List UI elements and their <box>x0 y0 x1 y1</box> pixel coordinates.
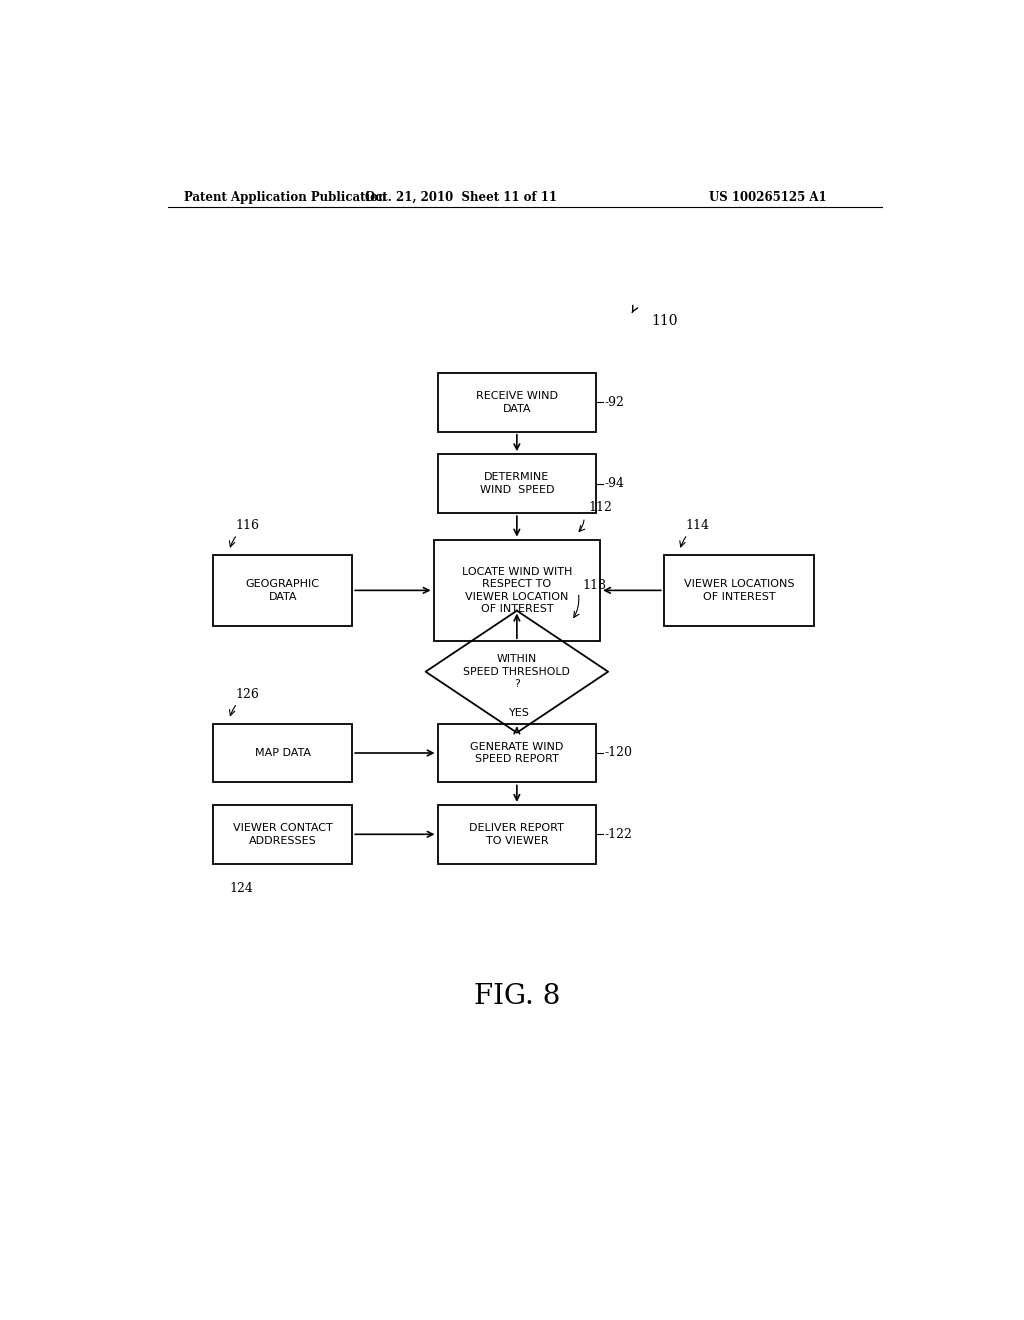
Text: GEOGRAPHIC
DATA: GEOGRAPHIC DATA <box>246 579 319 602</box>
Text: -120: -120 <box>605 747 633 759</box>
Text: DETERMINE
WIND  SPEED: DETERMINE WIND SPEED <box>479 473 554 495</box>
Bar <box>433 540 600 642</box>
Text: 114: 114 <box>686 520 710 532</box>
Bar <box>213 805 352 863</box>
Bar <box>437 723 596 783</box>
Text: -122: -122 <box>605 828 633 841</box>
Text: 118: 118 <box>583 579 606 593</box>
Bar <box>213 554 352 626</box>
Bar <box>437 805 596 863</box>
Text: 112: 112 <box>588 502 612 515</box>
Text: LOCATE WIND WITH
RESPECT TO
VIEWER LOCATION
OF INTEREST: LOCATE WIND WITH RESPECT TO VIEWER LOCAT… <box>462 566 572 614</box>
Bar <box>664 554 814 626</box>
Text: Patent Application Publication: Patent Application Publication <box>183 190 386 203</box>
Text: US 100265125 A1: US 100265125 A1 <box>709 190 826 203</box>
Text: VIEWER CONTACT
ADDRESSES: VIEWER CONTACT ADDRESSES <box>232 824 333 846</box>
Text: 124: 124 <box>229 882 253 895</box>
Text: Oct. 21, 2010  Sheet 11 of 11: Oct. 21, 2010 Sheet 11 of 11 <box>366 190 557 203</box>
Text: 110: 110 <box>652 314 678 329</box>
Text: GENERATE WIND
SPEED REPORT: GENERATE WIND SPEED REPORT <box>470 742 563 764</box>
Bar <box>437 372 596 432</box>
Text: 126: 126 <box>236 688 259 701</box>
Text: YES: YES <box>509 709 529 718</box>
Polygon shape <box>426 611 608 733</box>
Text: VIEWER LOCATIONS
OF INTEREST: VIEWER LOCATIONS OF INTEREST <box>684 579 795 602</box>
Text: WITHIN
SPEED THRESHOLD
?: WITHIN SPEED THRESHOLD ? <box>464 655 570 689</box>
Text: RECEIVE WIND
DATA: RECEIVE WIND DATA <box>476 391 558 413</box>
Bar <box>213 723 352 783</box>
Bar <box>437 454 596 513</box>
Text: 116: 116 <box>236 520 259 532</box>
Text: DELIVER REPORT
TO VIEWER: DELIVER REPORT TO VIEWER <box>469 824 564 846</box>
Text: MAP DATA: MAP DATA <box>255 748 310 758</box>
Text: -94: -94 <box>605 477 625 490</box>
Text: FIG. 8: FIG. 8 <box>474 983 560 1010</box>
Text: -92: -92 <box>605 396 625 409</box>
